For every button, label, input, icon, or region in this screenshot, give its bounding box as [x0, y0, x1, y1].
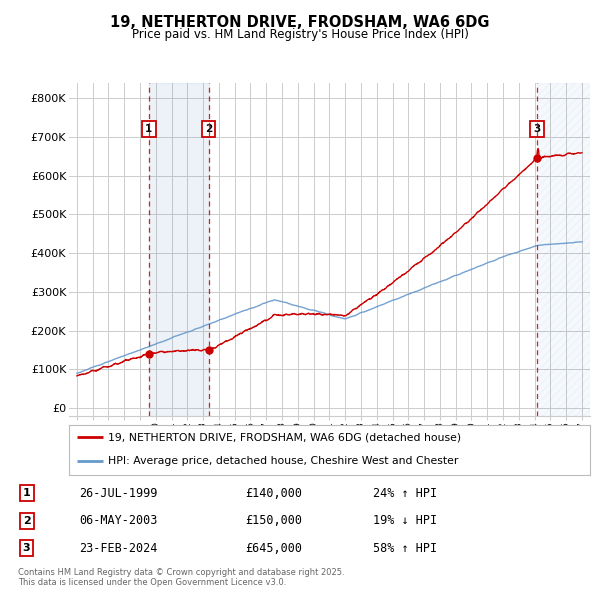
Text: 06-MAY-2003: 06-MAY-2003 — [79, 514, 157, 527]
Text: 1: 1 — [145, 124, 152, 134]
Text: 26-JUL-1999: 26-JUL-1999 — [79, 487, 157, 500]
Text: 19, NETHERTON DRIVE, FRODSHAM, WA6 6DG: 19, NETHERTON DRIVE, FRODSHAM, WA6 6DG — [110, 15, 490, 30]
Text: 2: 2 — [205, 124, 212, 134]
Text: £645,000: £645,000 — [245, 542, 302, 555]
Bar — [537, 83, 590, 416]
Text: 3: 3 — [23, 543, 31, 553]
Text: £140,000: £140,000 — [245, 487, 302, 500]
Text: Price paid vs. HM Land Registry's House Price Index (HPI): Price paid vs. HM Land Registry's House … — [131, 28, 469, 41]
Text: Contains HM Land Registry data © Crown copyright and database right 2025.
This d: Contains HM Land Registry data © Crown c… — [18, 568, 344, 587]
Text: 1: 1 — [23, 489, 31, 499]
Text: 23-FEB-2024: 23-FEB-2024 — [79, 542, 157, 555]
Text: 2: 2 — [23, 516, 31, 526]
Text: 58% ↑ HPI: 58% ↑ HPI — [373, 542, 437, 555]
Text: HPI: Average price, detached house, Cheshire West and Chester: HPI: Average price, detached house, Ches… — [108, 456, 458, 466]
Text: £150,000: £150,000 — [245, 514, 302, 527]
Bar — [149, 83, 209, 416]
Text: 3: 3 — [533, 124, 541, 134]
Text: 19, NETHERTON DRIVE, FRODSHAM, WA6 6DG (detached house): 19, NETHERTON DRIVE, FRODSHAM, WA6 6DG (… — [108, 432, 461, 442]
Text: 24% ↑ HPI: 24% ↑ HPI — [373, 487, 437, 500]
Text: 19% ↓ HPI: 19% ↓ HPI — [373, 514, 437, 527]
